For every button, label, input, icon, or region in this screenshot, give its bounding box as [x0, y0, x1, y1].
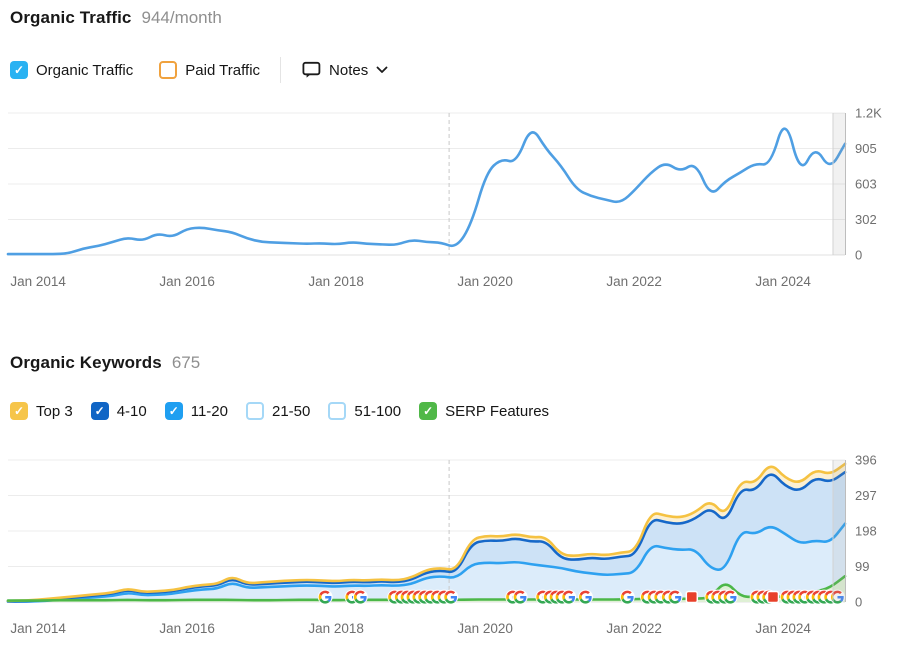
organic-traffic-checkbox[interactable]: ✓: [10, 61, 28, 79]
alert-note-icon[interactable]: [766, 590, 780, 604]
chart-drag-handle[interactable]: [833, 460, 845, 602]
legend-11-20[interactable]: ✓ 11-20: [164, 402, 228, 420]
series-line-11-20[interactable]: [6, 522, 847, 603]
top3-label: Top 3: [36, 402, 73, 420]
organic-keywords-header: Organic Keywords 675: [10, 353, 200, 373]
chevron-down-icon: [376, 66, 388, 73]
notes-icon: [302, 61, 321, 78]
y-axis-tick-label: 0: [855, 248, 862, 263]
notes-button[interactable]: Notes: [302, 61, 388, 79]
legend-paid-traffic[interactable]: Paid Traffic: [159, 61, 260, 79]
pos-4-10-label: 4-10: [116, 402, 147, 420]
page-title: Organic Traffic: [10, 8, 132, 27]
paid-traffic-label: Paid Traffic: [185, 61, 261, 79]
keywords-count-value: 675: [171, 353, 201, 372]
x-axis-tick-label: Jan 2022: [606, 274, 662, 289]
y-axis-tick-label: 1.2K: [855, 106, 882, 121]
y-axis-tick-label: 0: [855, 595, 862, 610]
x-axis-tick-label: Jan 2024: [755, 274, 811, 289]
legend-organic-traffic[interactable]: ✓ Organic Traffic: [10, 61, 133, 79]
traffic-legend: ✓ Organic Traffic Paid Traffic Notes: [10, 57, 388, 83]
legend-serp-features[interactable]: ✓ SERP Features: [419, 402, 549, 420]
y-axis-tick-label: 905: [855, 141, 877, 156]
y-axis-tick-label: 297: [855, 488, 877, 503]
x-axis-tick-label: Jan 2022: [606, 621, 662, 636]
x-axis-tick-label: Jan 2020: [457, 274, 513, 289]
legend-4-10[interactable]: ✓ 4-10: [90, 402, 147, 420]
legend-divider: [280, 57, 282, 83]
y-axis-tick-label: 99: [855, 559, 869, 574]
pos-21-50-label: 21-50: [272, 402, 311, 420]
paid-traffic-checkbox[interactable]: [159, 61, 178, 79]
pos-11-20-checkbox[interactable]: ✓: [164, 402, 183, 420]
x-axis-tick-label: Jan 2016: [159, 274, 215, 289]
x-axis-tick-label: Jan 2024: [755, 621, 811, 636]
pos-21-50-checkbox[interactable]: [246, 402, 264, 420]
traffic-per-month-value: 944/month: [141, 8, 222, 27]
pos-51-100-label: 51-100: [354, 402, 402, 420]
y-axis-tick-label: 396: [855, 453, 877, 468]
pos-11-20-label: 11-20: [190, 402, 228, 420]
x-axis-tick-label: Jan 2016: [159, 621, 215, 636]
organic-keywords-chart[interactable]: 0 99 198 297 396 Jan 2014 Jan 2016 Jan 2018 Jan …: [0, 447, 902, 646]
area-fill-11-20: [8, 523, 845, 602]
x-axis-tick-label: Jan 2018: [308, 621, 364, 636]
keywords-title: Organic Keywords: [10, 353, 162, 372]
x-axis-tick-label: Jan 2020: [457, 621, 513, 636]
organic-traffic-chart[interactable]: 0 302 603 905 1.2K Jan 2014 Jan 2016 Jan 2018 Ja…: [0, 100, 902, 298]
serp-features-label: SERP Features: [445, 402, 550, 420]
series-line-Top 3[interactable]: [6, 462, 847, 603]
keywords-legend: ✓ Top 3 ✓ 4-10 ✓ 11-20 21-50 51-100 ✓ SE…: [10, 402, 549, 420]
serp-features-checkbox[interactable]: ✓: [419, 402, 438, 420]
legend-top3[interactable]: ✓ Top 3: [10, 402, 73, 420]
pos-51-100-checkbox[interactable]: [328, 402, 347, 420]
alert-note-icon[interactable]: [685, 590, 699, 604]
organic-traffic-label: Organic Traffic: [36, 61, 134, 79]
y-axis-tick-label: 302: [855, 212, 877, 227]
legend-51-100[interactable]: 51-100: [328, 402, 401, 420]
notes-label: Notes: [329, 61, 369, 79]
chart-drag-handle[interactable]: [833, 113, 845, 255]
y-axis-tick-label: 198: [855, 524, 877, 539]
top3-checkbox[interactable]: ✓: [10, 402, 28, 420]
x-axis-tick-label: Jan 2018: [308, 274, 364, 289]
series-line-Organic Traffic[interactable]: [6, 127, 847, 256]
organic-traffic-header: Organic Traffic 944/month: [10, 8, 222, 28]
pos-4-10-checkbox[interactable]: ✓: [90, 402, 109, 420]
x-axis-tick-label: Jan 2014: [10, 274, 66, 289]
x-axis-tick-label: Jan 2014: [10, 621, 66, 636]
y-axis-tick-label: 603: [855, 177, 877, 192]
legend-21-50[interactable]: 21-50: [246, 402, 310, 420]
